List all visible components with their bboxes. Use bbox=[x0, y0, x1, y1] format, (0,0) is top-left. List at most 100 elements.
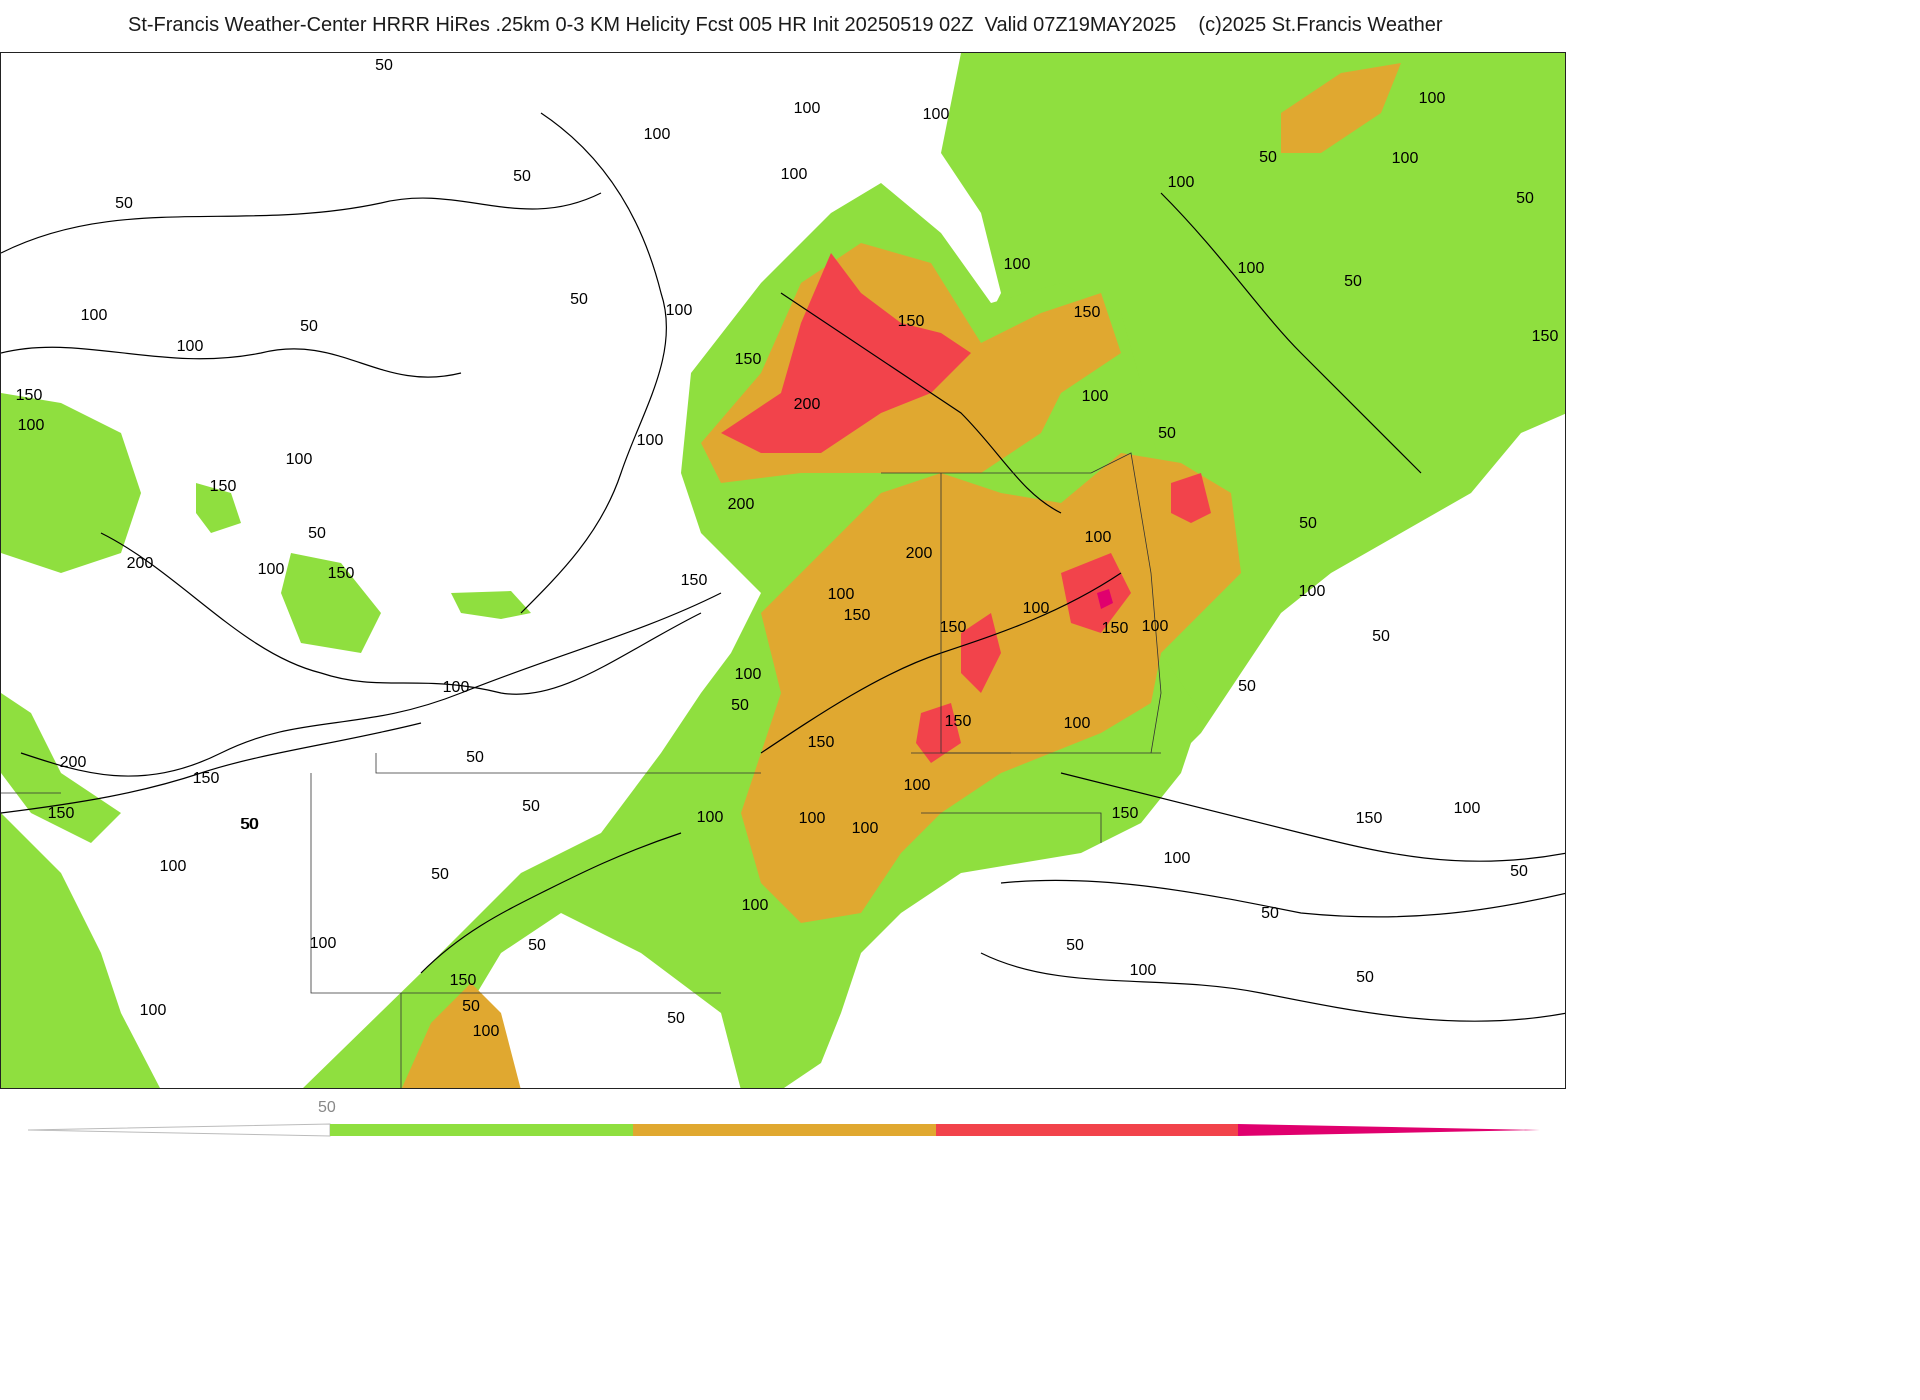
contour-label: 100 bbox=[828, 586, 855, 603]
contour-line bbox=[980, 952, 1565, 1022]
shade-red-central2 bbox=[1061, 553, 1131, 633]
contour-label: 50 bbox=[115, 195, 133, 212]
contour-label: 50 bbox=[1356, 969, 1374, 986]
shade-red-north bbox=[721, 253, 971, 453]
contour-label: 100 bbox=[1064, 715, 1091, 732]
contour-label: 150 bbox=[16, 387, 43, 404]
contour-line bbox=[780, 292, 1062, 514]
legend-white-band bbox=[27, 1123, 331, 1137]
state-borders bbox=[1, 452, 1162, 1088]
contour-label: 150 bbox=[898, 313, 925, 330]
legend-tick-label: 50 bbox=[318, 1099, 336, 1116]
shade-magenta-spot bbox=[1097, 589, 1113, 609]
contour-label: 50 bbox=[375, 57, 393, 74]
legend-magenta-band bbox=[1238, 1124, 1540, 1136]
color-legend-bar bbox=[27, 1123, 1540, 1137]
contour-label: 150 bbox=[735, 351, 762, 368]
contour-label: 100 bbox=[637, 432, 664, 449]
contour-label: 100 bbox=[852, 820, 879, 837]
contour-label: 150 bbox=[1112, 805, 1139, 822]
contour-line bbox=[100, 532, 702, 695]
contour-label: 100 bbox=[258, 561, 285, 578]
contour-label: 100 bbox=[781, 166, 808, 183]
contour-label: 100 bbox=[1130, 962, 1157, 979]
contour-label: 100 bbox=[697, 809, 724, 826]
shade-red-east bbox=[1171, 473, 1211, 523]
contour-label: 100 bbox=[443, 679, 470, 696]
contour-label: 100 bbox=[794, 100, 821, 117]
contour-label: 100 bbox=[666, 302, 693, 319]
contour-line bbox=[420, 832, 682, 974]
contour-line bbox=[520, 112, 668, 614]
shade-red-central1 bbox=[961, 613, 1001, 693]
contour-label: 150 bbox=[940, 619, 967, 636]
contour-labels: 50 100 100 100 50 100 50 100 50 50 100 100 50 100 50 10… bbox=[16, 57, 1559, 1040]
contour-label: 50 bbox=[528, 937, 546, 954]
helicity-map: 50 100 100 100 50 100 50 100 50 50 100 100 50 100 50 10… bbox=[1, 53, 1565, 1088]
contour-label: 50 bbox=[522, 798, 540, 815]
contour-label: 100 bbox=[644, 126, 671, 143]
contour-label: 100 bbox=[286, 451, 313, 468]
contour-line bbox=[1, 192, 602, 254]
contour-label: 50 bbox=[1372, 628, 1390, 645]
contour-label: 100 bbox=[799, 810, 826, 827]
contour-label: 150 bbox=[48, 805, 75, 822]
shade-orange-northeast bbox=[1281, 63, 1401, 153]
contour-label: 50 bbox=[1510, 863, 1528, 880]
contour-label: 100 bbox=[923, 106, 950, 123]
contour-label: 100 bbox=[1392, 150, 1419, 167]
contour-label: 150 bbox=[945, 713, 972, 730]
helicity-shading bbox=[1, 53, 1565, 1088]
contour-label: 100 bbox=[1299, 583, 1326, 600]
border-line bbox=[1090, 452, 1162, 754]
contour-line bbox=[1, 722, 422, 814]
map-title: St-Francis Weather-Center HRRR HiRes .25… bbox=[128, 14, 1443, 36]
contour-label: 100 bbox=[1164, 850, 1191, 867]
contour-label: 150 bbox=[1356, 810, 1383, 827]
contour-label: 100 bbox=[81, 307, 108, 324]
contour-label: 50 bbox=[667, 1010, 685, 1027]
contour-label: 100 bbox=[160, 858, 187, 875]
legend-orange-band bbox=[633, 1124, 936, 1136]
contour-label: 100 bbox=[1238, 260, 1265, 277]
contour-label: 50 bbox=[1259, 149, 1277, 166]
contour-label: 150 bbox=[681, 572, 708, 589]
helicity-contours bbox=[1, 112, 1565, 1022]
contour-label: 100 bbox=[742, 897, 769, 914]
contour-label: 100 bbox=[1004, 256, 1031, 273]
contour-label: 100 bbox=[904, 777, 931, 794]
contour-label: 50 bbox=[1299, 515, 1317, 532]
contour-label: 100 bbox=[735, 666, 762, 683]
contour-label: 50 bbox=[466, 749, 484, 766]
contour-label: 150 bbox=[193, 770, 220, 787]
border-line bbox=[921, 812, 1102, 843]
contour-label: 50 bbox=[1261, 905, 1279, 922]
contour-label: 50 bbox=[431, 866, 449, 883]
shade-green-blob2 bbox=[196, 483, 241, 533]
contour-label: 50 bbox=[1158, 425, 1176, 442]
contour-label: 100 bbox=[1454, 800, 1481, 817]
shade-red-south1 bbox=[916, 703, 961, 763]
contour-label: 200 bbox=[127, 555, 154, 572]
border-line bbox=[310, 773, 721, 994]
border-line bbox=[375, 753, 761, 774]
contour-label: 50 bbox=[513, 168, 531, 185]
contour-label: 100 bbox=[1419, 90, 1446, 107]
shade-green-southwest bbox=[1, 813, 160, 1088]
contour-line bbox=[1060, 772, 1565, 862]
contour-line bbox=[20, 592, 722, 777]
shade-green-blob1 bbox=[281, 553, 381, 653]
contour-label: 100 bbox=[473, 1023, 500, 1040]
contour-label: 50 bbox=[570, 291, 588, 308]
contour-label: 50 bbox=[1516, 190, 1534, 207]
contour-label: 100 bbox=[1142, 618, 1169, 635]
contour-label: 50 bbox=[308, 525, 326, 542]
contour-line bbox=[1, 346, 462, 378]
contour-label: 100 bbox=[1168, 174, 1195, 191]
contour-line bbox=[1000, 879, 1565, 918]
contour-label: 150 bbox=[1102, 620, 1129, 637]
contour-label: 150 bbox=[1074, 304, 1101, 321]
contour-label: 150 bbox=[450, 972, 477, 989]
contour-label: 100 bbox=[1082, 388, 1109, 405]
contour-label: 50 bbox=[241, 816, 259, 833]
